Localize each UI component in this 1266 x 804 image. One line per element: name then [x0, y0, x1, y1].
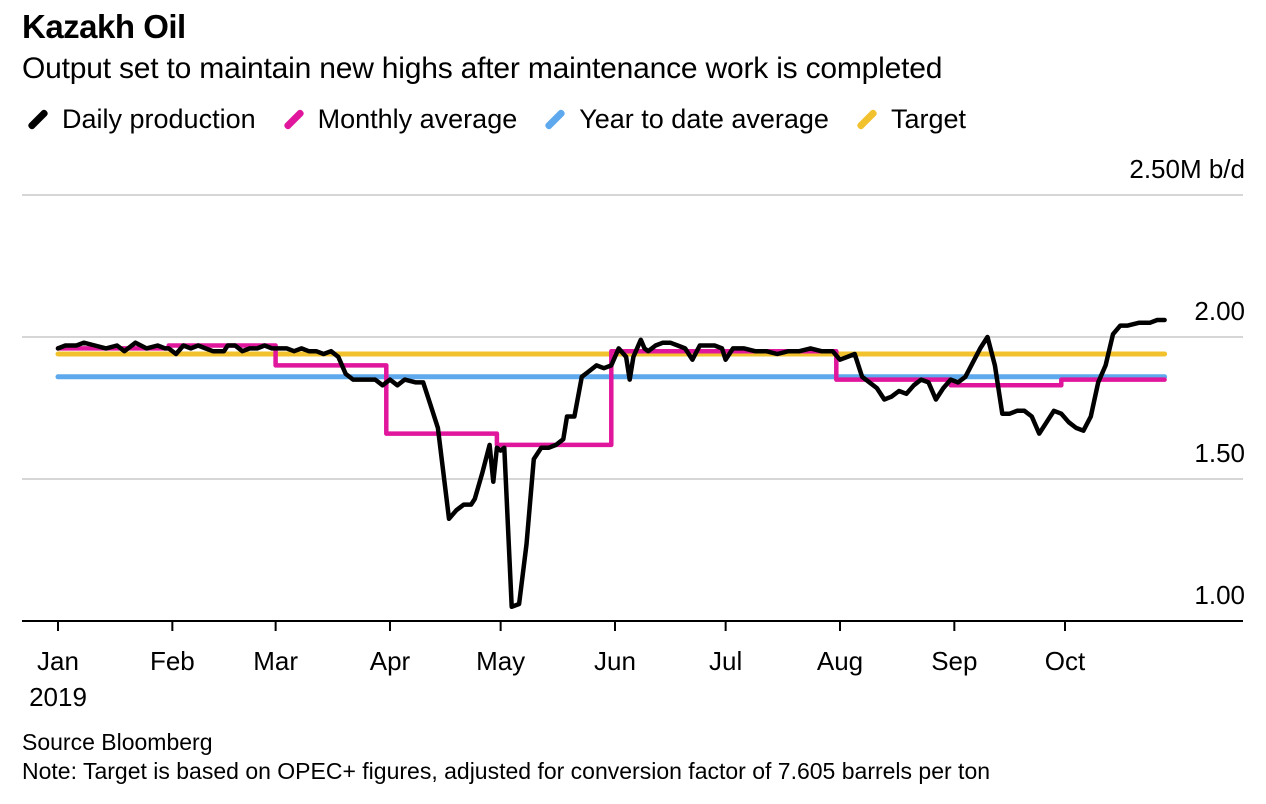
chart-title: Kazakh Oil: [22, 8, 186, 45]
chart-subtitle: Output set to maintain new highs after m…: [22, 52, 943, 85]
x-tick-label: Feb: [150, 646, 195, 676]
footnote: Note: Target is based on OPEC+ figures, …: [22, 758, 991, 784]
y-tick-label: 2.50M b/d: [1129, 154, 1245, 184]
y-tick-label: 2.00: [1194, 296, 1245, 326]
legend-item-daily-production: Daily production: [22, 104, 256, 135]
legend-label-daily-production: Daily production: [62, 104, 256, 134]
legend-item-ytd-average: Year to date average: [539, 104, 829, 135]
x-tick-label: Jun: [594, 646, 636, 676]
legend: Daily production Monthly average Year to…: [22, 104, 988, 135]
y-tick-label: 1.00: [1194, 580, 1245, 610]
x-tick-label: Aug: [817, 646, 863, 676]
legend-item-target: Target: [851, 104, 966, 135]
legend-label-monthly-average: Monthly average: [317, 104, 518, 134]
x-tick-label: Apr: [370, 646, 411, 676]
x-tick-label: Sep: [931, 646, 977, 676]
x-tick-label: Jan: [37, 646, 79, 676]
series-line-daily-production: [55, 317, 1167, 610]
x-tick-sublabel: 2019: [29, 682, 87, 712]
x-tick-label: Oct: [1045, 646, 1086, 676]
y-tick-label: 1.50: [1194, 438, 1245, 468]
source-note: Source Bloomberg: [22, 729, 213, 755]
x-tick-label: Jul: [709, 646, 742, 676]
x-tick-label: May: [476, 646, 525, 676]
legend-label-ytd-average: Year to date average: [579, 104, 829, 134]
x-tick-label: Mar: [253, 646, 298, 676]
legend-label-target: Target: [890, 104, 966, 134]
legend-item-monthly-average: Monthly average: [278, 104, 518, 135]
